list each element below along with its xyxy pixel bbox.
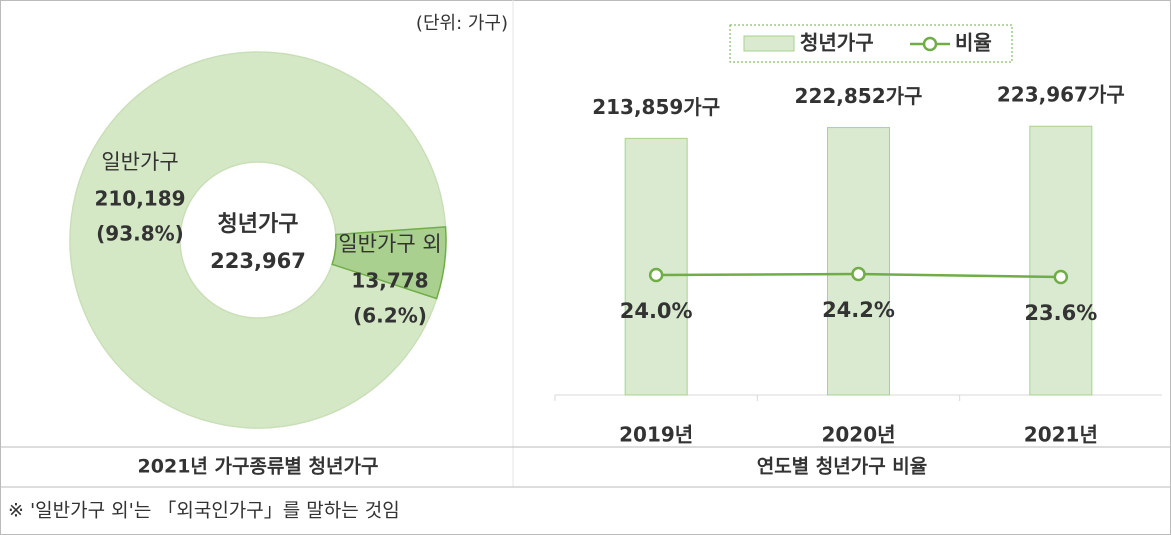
caption: 연도별 청년가구 비율	[757, 456, 928, 478]
value-label: 223,967가구	[997, 83, 1125, 107]
center-value: 223,967	[210, 249, 306, 273]
legend-label: 청년가구	[800, 31, 874, 55]
x-tick-label: 2019년	[619, 423, 693, 447]
donut-slice	[331, 226, 447, 300]
value-label: 210,189	[94, 187, 185, 211]
caption: 2021년 가구종류별 청년가구	[138, 456, 379, 478]
legend-swatch	[743, 35, 795, 52]
value-label: 222,852가구	[795, 84, 923, 108]
center-label: 청년가구	[218, 212, 299, 237]
bar	[624, 137, 688, 396]
x-tick-label: 2020년	[821, 423, 895, 447]
value-label: 24.0%	[620, 299, 693, 323]
value-label: 24.2%	[822, 298, 895, 322]
legend-marker	[922, 36, 938, 52]
legend-box	[729, 24, 1013, 63]
slice-label: 일반가구 외	[338, 232, 441, 256]
line-marker	[1053, 269, 1069, 285]
x-tick-label: 2021년	[1024, 423, 1098, 447]
slice-label: 일반가구	[101, 150, 178, 174]
value-label: 213,859가구	[592, 95, 720, 119]
line-marker	[851, 266, 866, 282]
bar	[827, 127, 890, 396]
bar	[1029, 125, 1093, 396]
percent-label: (6.2%)	[353, 304, 427, 328]
donut-slice	[69, 51, 447, 429]
value-label: 13,778	[351, 269, 428, 293]
value-label: 23.6%	[1024, 301, 1097, 325]
footnote: ※ '일반가구 외'는 「외국인가구」를 말하는 것임	[8, 500, 400, 522]
legend-label: 비율	[955, 31, 992, 55]
line-marker	[648, 267, 664, 283]
percent-label: (93.8%)	[96, 222, 184, 246]
unit-label: (단위: 가구)	[416, 13, 508, 34]
